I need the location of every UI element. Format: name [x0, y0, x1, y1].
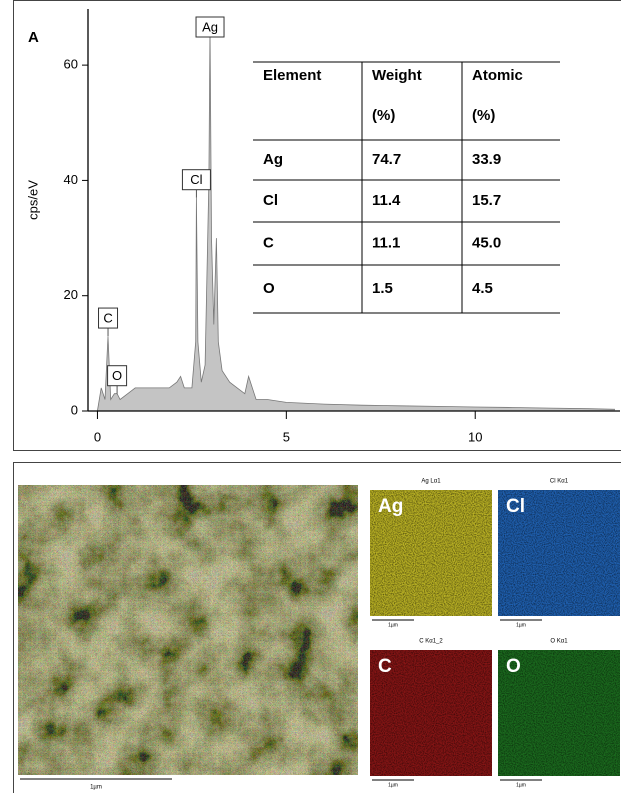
spectrum-line	[97, 24, 616, 412]
map-title: Cl Kα1	[550, 479, 569, 485]
map-element: Ag	[378, 496, 403, 517]
table-header: (%)	[372, 107, 395, 124]
scale-bar-label: 1µm	[388, 782, 398, 788]
table-cell: O	[263, 280, 275, 297]
peak-label-box	[181, 169, 211, 191]
map-title: O Kα1	[550, 639, 568, 645]
peak-label: Cl	[190, 172, 202, 187]
x-tick-label: 5	[283, 429, 290, 444]
x-tick-label: 0	[94, 429, 101, 444]
table-cell: 74.7	[372, 151, 401, 168]
peak-label-box	[98, 307, 119, 329]
y-tick-label: 60	[64, 57, 78, 72]
map-element: O	[506, 656, 521, 677]
panel-label: A	[28, 29, 39, 46]
y-axis-label: cps/eV	[25, 180, 40, 220]
table-header: Weight	[372, 67, 422, 84]
map-noise	[370, 650, 492, 776]
sem-speckle	[18, 485, 358, 775]
map-element: C	[378, 656, 392, 677]
map-noise	[370, 490, 492, 616]
panel-b-frame	[13, 462, 621, 793]
map-noise	[498, 650, 620, 776]
peak-label: O	[112, 368, 122, 383]
y-tick-label: 20	[64, 287, 78, 302]
map-title: C Kα1_2	[419, 639, 443, 645]
x-tick-label: 10	[468, 429, 482, 444]
spectrum-area	[97, 24, 615, 412]
scale-bar-label: 1µm	[516, 622, 526, 628]
peak-label-box	[195, 16, 225, 38]
map-element: Cl	[506, 496, 525, 517]
table-header: (%)	[472, 107, 495, 124]
peak-label: Ag	[202, 19, 218, 34]
table-cell: 1.5	[372, 280, 393, 297]
table-cell: Ag	[263, 151, 283, 168]
table-cell: Cl	[263, 192, 278, 209]
table-cell: 4.5	[472, 280, 493, 297]
table-cell: 11.4	[372, 192, 401, 209]
map-noise	[498, 490, 620, 616]
table-header: Element	[263, 67, 321, 84]
table-header: Atomic	[472, 67, 523, 84]
scale-bar-label: 1µm	[388, 622, 398, 628]
scale-bar-label: 1µm	[516, 782, 526, 788]
table-cell: 33.9	[472, 151, 501, 168]
peak-label: C	[103, 310, 112, 325]
y-tick-label: 0	[71, 402, 78, 417]
table-cell: C	[263, 234, 274, 251]
scale-bar-label: 1µm	[90, 785, 102, 791]
peak-label-box	[107, 365, 128, 387]
table-cell: 11.1	[372, 234, 400, 251]
panel-a-frame	[13, 0, 621, 451]
map-title: Ag Lα1	[421, 479, 441, 485]
table-cell: 45.0	[472, 234, 501, 251]
table-cell: 15.7	[472, 192, 501, 209]
y-tick-label: 40	[64, 172, 78, 187]
